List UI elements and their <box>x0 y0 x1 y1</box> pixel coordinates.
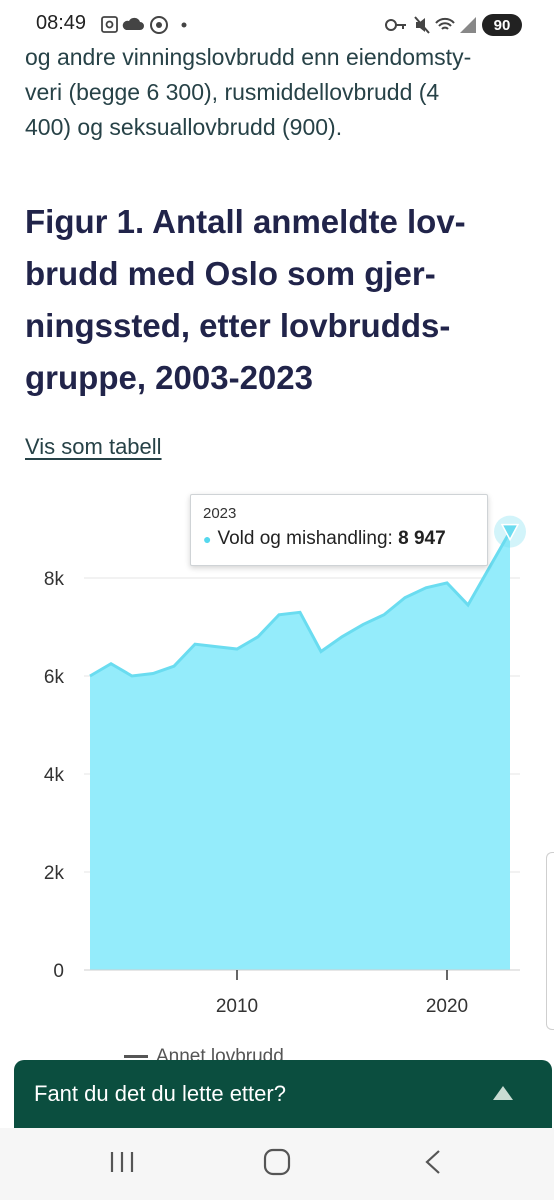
tooltip-row: ● Vold og mishandling: 8 947 <box>203 528 475 550</box>
feedback-banner[interactable]: Fant du det du lette etter? <box>14 1060 552 1128</box>
intro-line: veri (begge 6 300), rusmiddellovbrudd (4 <box>25 79 440 105</box>
y-tick-label: 0 <box>53 961 64 982</box>
expand-up-icon[interactable] <box>492 1084 514 1102</box>
series-line <box>89 530 512 678</box>
intro-line: og andre vinningslovbrudd enn eiendomsty… <box>25 44 472 70</box>
chrome-icon <box>150 16 168 34</box>
figure-title: Figur 1. Antall anmeldte lov- brudd med … <box>25 196 515 404</box>
tooltip-value: 8 947 <box>398 528 446 549</box>
signal-icon <box>460 17 476 33</box>
navigation-buttons <box>110 1148 440 1176</box>
tooltip-year: 2023 <box>203 505 237 522</box>
tooltip-series-name: Vold og mishandling: <box>217 528 393 549</box>
battery-level: 90 <box>493 16 511 34</box>
status-right-icons <box>385 16 476 34</box>
tooltip-series-dot: ● <box>203 531 212 547</box>
y-tick-label: 8k <box>44 569 65 590</box>
home-button[interactable] <box>263 1148 291 1176</box>
y-tick-label: 2k <box>44 863 65 884</box>
x-tick-label: 2020 <box>426 996 468 1017</box>
key-icon <box>385 19 406 31</box>
screenshot-icon <box>101 16 118 33</box>
status-time: 08:49 <box>36 12 87 34</box>
show-as-table-link[interactable]: Vis som tabell <box>25 434 162 459</box>
article-intro: og andre vinningslovbrudd enn eiendomsty… <box>25 40 530 145</box>
figure-title-line: ningssted, etter lovbrudds- <box>25 307 451 344</box>
x-tick-label: 2010 <box>216 996 258 1017</box>
intro-line: 400) og seksuallovbrudd (900). <box>25 114 343 140</box>
status-bar: 08:49 90 <box>0 0 554 48</box>
mute-icon <box>414 16 430 34</box>
feedback-question: Fant du det du lette etter? <box>34 1081 286 1106</box>
figure-title-line: brudd med Oslo som gjer- <box>25 255 436 292</box>
cloud-icon <box>122 17 144 30</box>
highlighted-point <box>500 523 520 542</box>
edge-panel-handle[interactable] <box>546 852 554 1030</box>
navigation-bar <box>0 1128 554 1200</box>
chart-tooltip: 2023 ● Vold og mishandling: 8 947 <box>190 494 488 566</box>
series-area <box>90 531 510 970</box>
status-left-icons <box>101 16 187 34</box>
recent-apps-button[interactable] <box>110 1152 134 1172</box>
area-chart: 0 2k 4k 6k 8k 2010 2020 <box>44 515 526 1017</box>
y-tick-label: 4k <box>44 765 65 786</box>
battery-indicator: 90 <box>482 14 522 36</box>
figure-title-line: Figur 1. Antall anmeldte lov- <box>25 203 466 240</box>
dot-icon <box>181 22 187 28</box>
figure-title-line: gruppe, 2003-2023 <box>25 359 313 396</box>
legend-line-icon <box>124 1055 148 1059</box>
wifi-icon <box>435 17 455 30</box>
back-button[interactable] <box>425 1150 440 1174</box>
y-tick-label: 6k <box>44 667 65 688</box>
